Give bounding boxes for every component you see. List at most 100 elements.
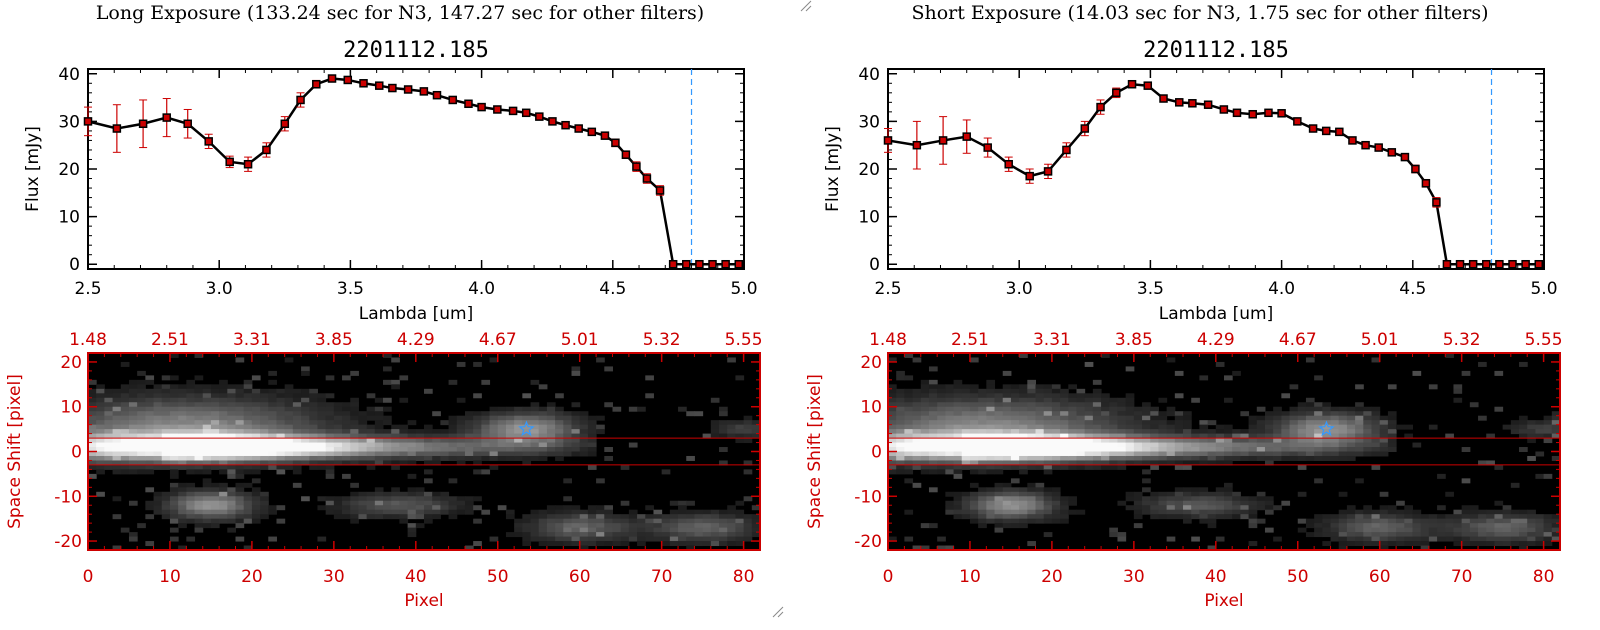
image-pixel	[1158, 433, 1168, 439]
image-pixel	[194, 442, 204, 448]
image-pixel	[342, 375, 351, 381]
image-pixel	[1478, 523, 1487, 529]
image-pixel	[374, 442, 384, 448]
image-pixel	[366, 514, 376, 520]
image-pixel	[1404, 541, 1413, 547]
image-pixel	[1109, 442, 1118, 448]
image-pixel	[268, 536, 277, 542]
image-pixel	[456, 505, 466, 511]
pixel-tick-label: 70	[1451, 567, 1473, 587]
image-pixel	[350, 491, 359, 497]
image-pixel	[194, 433, 204, 439]
image-pixel	[440, 509, 450, 515]
image-pixel	[1043, 451, 1053, 457]
image-pixel	[702, 433, 712, 439]
image-pixel	[1068, 460, 1077, 466]
image-pixel	[969, 397, 979, 403]
image-pixel	[1305, 518, 1315, 524]
image-pixel	[243, 500, 253, 506]
image-pixel	[596, 541, 605, 547]
wavelength-tick-label: 4.67	[479, 330, 517, 350]
image-pixel	[1133, 429, 1143, 435]
image-pixel	[604, 523, 613, 529]
image-pixel	[1183, 514, 1192, 520]
image-pixel	[1166, 460, 1176, 466]
image-pixel	[912, 402, 922, 408]
image-pixel	[1215, 460, 1225, 466]
image-pixel	[235, 469, 245, 475]
image-pixel	[888, 406, 897, 412]
image-pixel	[391, 487, 400, 493]
image-pixel	[1494, 523, 1504, 529]
image-pixel	[702, 541, 712, 547]
image-pixel	[383, 496, 392, 502]
image-pixel	[1051, 451, 1061, 457]
image-pixel	[653, 523, 663, 529]
image-pixel	[350, 415, 359, 421]
image-pixel	[1322, 442, 1332, 448]
image-pixel	[88, 388, 97, 394]
data-point	[1080, 124, 1090, 133]
image-pixel	[1387, 523, 1397, 529]
image-pixel	[1289, 411, 1299, 417]
image-pixel	[1092, 406, 1102, 412]
image-pixel	[333, 433, 343, 439]
image-pixel	[383, 397, 392, 403]
image-pixel	[937, 464, 946, 470]
image-pixel	[1224, 514, 1233, 520]
image-pixel	[888, 384, 897, 390]
image-pixel	[342, 415, 351, 421]
image-pixel	[96, 438, 105, 444]
resize-grip-icon[interactable]	[772, 606, 784, 618]
image-pixel	[645, 527, 654, 533]
image-pixel	[1117, 411, 1127, 417]
wavelength-tick-label: 2.51	[151, 330, 189, 350]
image-pixel	[1240, 500, 1250, 506]
image-pixel	[994, 397, 1004, 403]
image-pixel	[1379, 491, 1389, 497]
image-pixel	[333, 442, 343, 448]
image-pixel	[945, 451, 955, 457]
image-pixel	[735, 536, 745, 542]
image-pixel	[1084, 415, 1094, 421]
y-axis-label: Flux [mJy]	[823, 126, 843, 212]
image-pixel	[88, 379, 97, 385]
image-pixel	[1051, 455, 1061, 461]
image-pixel	[333, 451, 343, 457]
image-pixel	[896, 375, 905, 381]
image-pixel	[178, 460, 187, 466]
image-pixel	[235, 429, 245, 435]
image-pixel	[1305, 357, 1315, 363]
image-pixel	[243, 420, 253, 426]
image-pixel	[178, 514, 187, 520]
image-pixel	[415, 447, 425, 452]
image-pixel	[1396, 509, 1405, 515]
image-pixel	[407, 487, 417, 493]
image-pixel	[1535, 518, 1545, 524]
image-pixel	[440, 451, 450, 457]
image-pixel	[186, 384, 196, 390]
image-pixel	[751, 518, 761, 524]
image-pixel	[1314, 411, 1323, 417]
image-pixel	[1035, 464, 1045, 470]
image-pixel	[317, 451, 327, 457]
image-pixel	[978, 500, 987, 506]
image-pixel	[743, 496, 753, 502]
image-pixel	[945, 505, 955, 511]
image-pixel	[260, 442, 269, 448]
image-pixel	[1010, 429, 1020, 435]
image-pixel	[1174, 433, 1184, 439]
image-pixel	[1010, 478, 1020, 484]
image-pixel	[1174, 451, 1184, 457]
image-pixel	[1019, 433, 1028, 439]
image-pixel	[1346, 438, 1356, 444]
image-pixel	[1019, 402, 1028, 408]
image-pixel	[1076, 451, 1086, 457]
image-pixel	[1305, 411, 1315, 417]
image-pixel	[1002, 455, 1012, 461]
image-pixel	[719, 424, 728, 430]
image-pixel	[391, 442, 400, 448]
resize-grip-icon[interactable]	[800, 0, 812, 12]
data-point	[448, 95, 457, 105]
image-pixel	[178, 509, 187, 515]
